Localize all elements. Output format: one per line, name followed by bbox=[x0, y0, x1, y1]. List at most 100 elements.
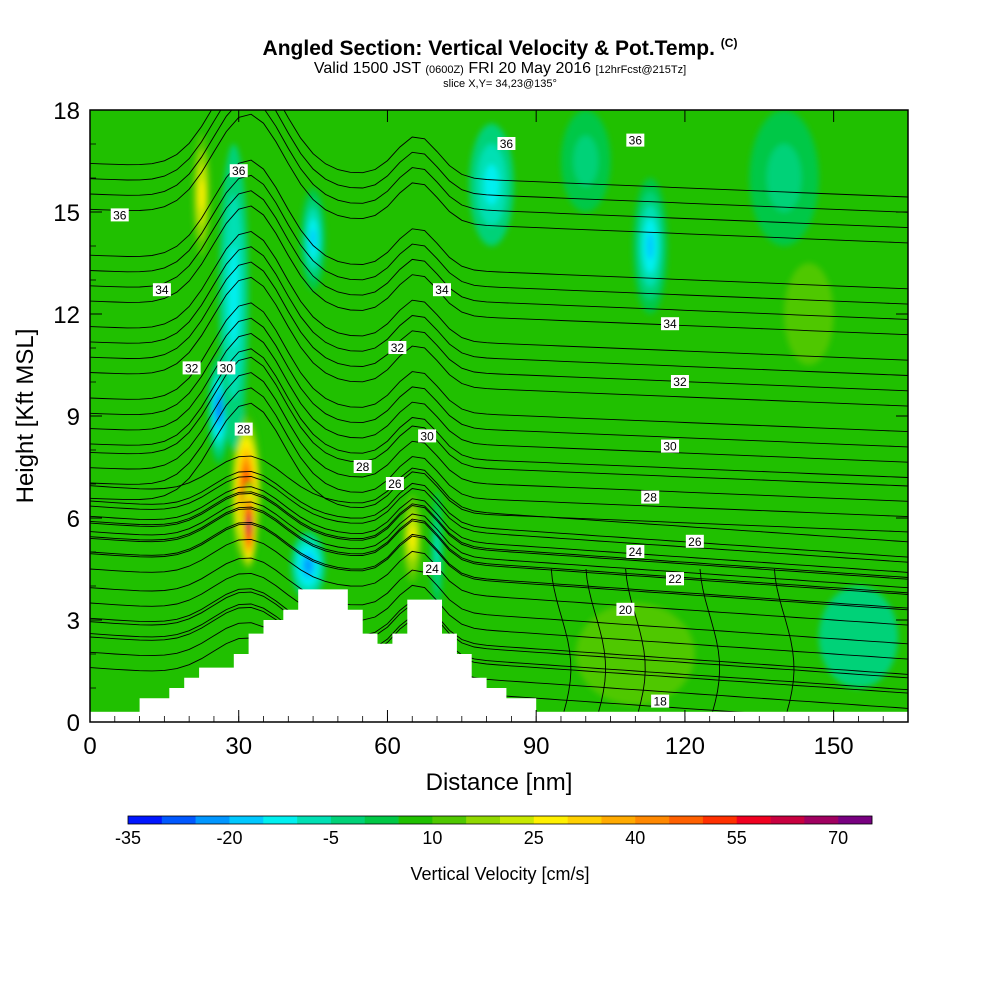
x-tick-label: 90 bbox=[523, 733, 550, 760]
contour-label-text: 36 bbox=[500, 137, 514, 151]
colorbar-swatch bbox=[601, 816, 636, 824]
valid-time-utc: (0600Z) bbox=[425, 64, 464, 76]
colorbar-tick-label: -5 bbox=[323, 828, 339, 848]
velocity-cell-level bbox=[575, 603, 695, 705]
colorbar-frame bbox=[127, 815, 873, 825]
isentrope-line bbox=[90, 113, 908, 244]
contour-label-bg bbox=[497, 137, 516, 150]
x-tick-label: 120 bbox=[665, 733, 705, 760]
y-tick-label: 6 bbox=[67, 506, 80, 533]
contour-label-text: 32 bbox=[391, 341, 405, 355]
isentrope-line bbox=[90, 159, 908, 290]
vertical-velocity-field bbox=[90, 110, 908, 722]
colorbar-swatch bbox=[567, 816, 602, 824]
isentrope-label: 30 bbox=[418, 429, 437, 443]
isentrope-line bbox=[90, 246, 908, 376]
contour-label-bg bbox=[626, 545, 645, 558]
chart-subtitle: Valid 1500 JST (0600Z) FRI 20 May 2016 [… bbox=[0, 60, 1000, 78]
isentrope-line bbox=[90, 110, 908, 198]
isentrope-line bbox=[90, 402, 908, 533]
contour-label-text: 24 bbox=[629, 545, 643, 559]
isentrope-label: 22 bbox=[665, 572, 684, 586]
isentrope-line bbox=[90, 523, 908, 611]
velocity-cell bbox=[560, 110, 611, 212]
colorbar-tick-label: 25 bbox=[524, 828, 544, 848]
isentrope-line bbox=[90, 110, 908, 213]
isentrope-label: 34 bbox=[152, 283, 171, 297]
isentrope-label: 32 bbox=[670, 375, 689, 389]
isentrope-line bbox=[90, 538, 908, 626]
colorbar-swatch bbox=[330, 816, 366, 824]
isentrope-label: 32 bbox=[388, 341, 407, 355]
colorbar-label: Vertical Velocity [cm/s] bbox=[410, 864, 589, 884]
isentrope-line bbox=[90, 174, 908, 305]
velocity-cell bbox=[402, 494, 423, 583]
isentrope-line bbox=[90, 231, 908, 361]
isentrope-line bbox=[90, 476, 908, 563]
velocity-cell-level bbox=[248, 521, 250, 529]
chart-title-text: Angled Section: Vertical Velocity & Pot.… bbox=[262, 37, 715, 60]
contour-label-bg bbox=[229, 164, 248, 178]
contour-label-text: 22 bbox=[668, 572, 682, 586]
contour-label-bg bbox=[353, 460, 372, 473]
colorbar-swatch bbox=[736, 816, 771, 824]
contour-label-bg bbox=[661, 439, 680, 453]
isentrope-label: 36 bbox=[626, 133, 645, 148]
colorbar-swatch bbox=[838, 816, 873, 824]
contour-label-bg bbox=[626, 133, 645, 147]
contour-label-text: 28 bbox=[644, 491, 658, 505]
velocity-cell-level bbox=[573, 135, 599, 187]
velocity-cell bbox=[218, 144, 249, 450]
isentrope-line bbox=[90, 491, 908, 578]
velocity-cell bbox=[749, 110, 819, 246]
y-tick-label: 15 bbox=[53, 200, 80, 227]
isentrope-line bbox=[90, 486, 908, 573]
velocity-cell-level bbox=[818, 586, 899, 688]
colorbar-swatch bbox=[161, 816, 196, 824]
contour-label-text: 32 bbox=[673, 375, 687, 389]
isentrope-line bbox=[90, 557, 908, 645]
slice-info: slice X,Y= 34,23@135° bbox=[443, 78, 557, 90]
contour-labels: 18 20 22 24 26 28 30 32 34 36 36 36 36 34 34 32 32 30 30 28… bbox=[110, 133, 704, 709]
colorbar-swatch bbox=[533, 816, 568, 824]
isentrope-line bbox=[90, 622, 908, 709]
isentrope-line bbox=[90, 110, 908, 229]
contour-label-text: 34 bbox=[155, 283, 169, 297]
contour-label-text: 30 bbox=[420, 429, 434, 443]
colorbar-swatch bbox=[804, 816, 839, 824]
velocity-cell bbox=[290, 531, 326, 600]
contour-label-bg bbox=[641, 490, 660, 504]
contour-label-bg bbox=[388, 341, 407, 354]
valid-date: FRI 20 May 2016 bbox=[468, 60, 592, 77]
chart-title: Angled Section: Vertical Velocity & Pot.… bbox=[0, 36, 1000, 61]
y-tick-label: 12 bbox=[53, 302, 80, 329]
contour-label-bg bbox=[432, 283, 451, 297]
contour-label-text: 20 bbox=[619, 603, 633, 617]
isentrope-label: 34 bbox=[432, 283, 451, 297]
contour-label-text: 30 bbox=[663, 440, 677, 454]
x-tick-label: 0 bbox=[83, 733, 96, 760]
contour-label-text: 32 bbox=[185, 361, 199, 375]
velocity-cell-level bbox=[304, 558, 312, 573]
contour-label-text: 36 bbox=[113, 208, 127, 222]
colorbar-tick-label: -35 bbox=[115, 828, 141, 848]
contour-label-bg bbox=[418, 429, 437, 443]
forecast-info: [12hrFcst@215Tz] bbox=[595, 64, 687, 76]
isentrope-label: 18 bbox=[651, 694, 670, 709]
isentrope-line bbox=[90, 190, 908, 320]
velocity-cell bbox=[469, 123, 514, 246]
isentrope-label: 26 bbox=[685, 534, 704, 549]
velocity-cell-level bbox=[766, 144, 802, 212]
isentrope-label: 36 bbox=[229, 164, 248, 178]
velocity-cell bbox=[632, 178, 668, 314]
colorbar-tick-label: -20 bbox=[216, 828, 242, 848]
isentrope-label: 30 bbox=[661, 439, 680, 454]
isentrope-label: 34 bbox=[661, 317, 680, 331]
isentrope-line bbox=[90, 276, 908, 407]
contour-label-text: 26 bbox=[688, 535, 702, 549]
isentrope-line bbox=[90, 372, 908, 502]
isentrope-line bbox=[90, 261, 908, 392]
velocity-cell bbox=[818, 586, 899, 688]
